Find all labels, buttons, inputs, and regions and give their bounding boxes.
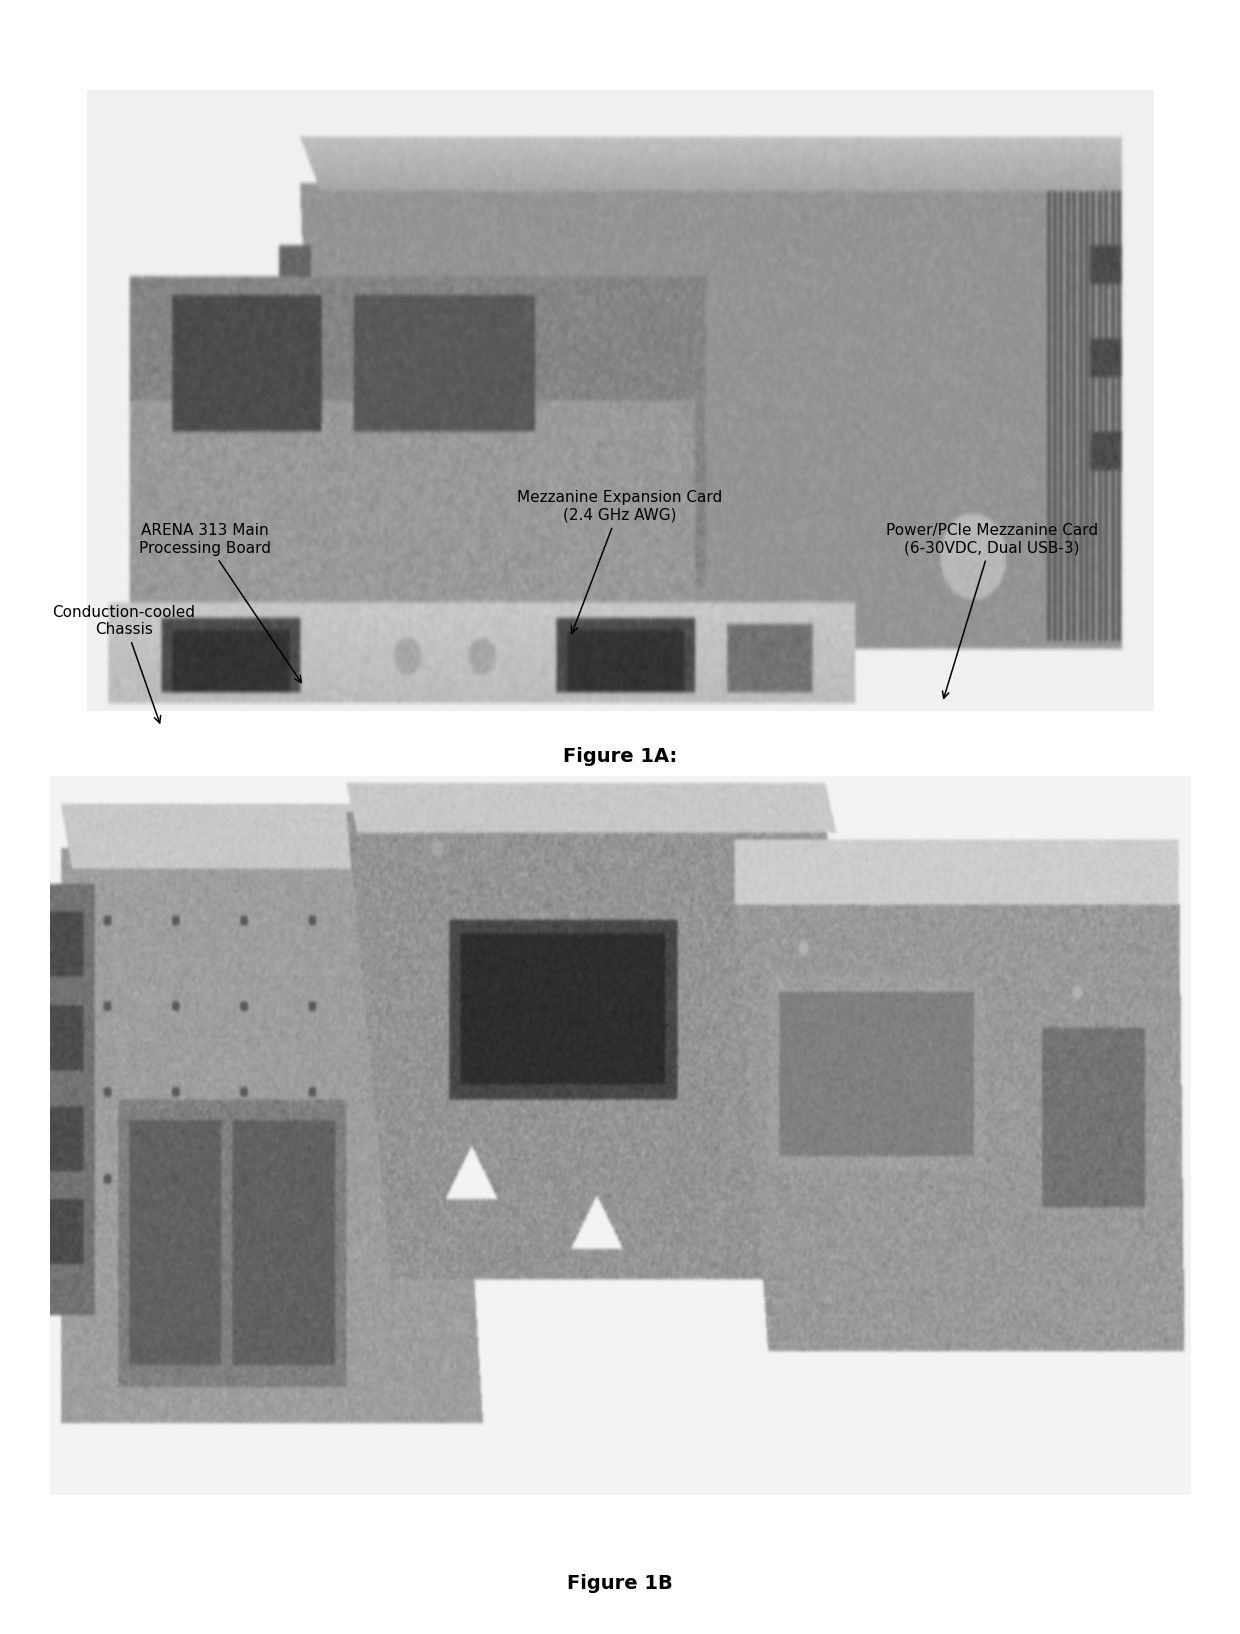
Text: Mezzanine Expansion Card
(2.4 GHz AWG): Mezzanine Expansion Card (2.4 GHz AWG): [517, 490, 723, 632]
Text: Power/PCIe Mezzanine Card
(6-30VDC, Dual USB-3): Power/PCIe Mezzanine Card (6-30VDC, Dual…: [885, 523, 1099, 698]
Text: Figure 1B: Figure 1B: [567, 1574, 673, 1593]
Text: Figure 1A:: Figure 1A:: [563, 747, 677, 766]
Text: Conduction-cooled
Chassis: Conduction-cooled Chassis: [52, 605, 196, 722]
Text: ARENA 313 Main
Processing Board: ARENA 313 Main Processing Board: [139, 523, 301, 683]
